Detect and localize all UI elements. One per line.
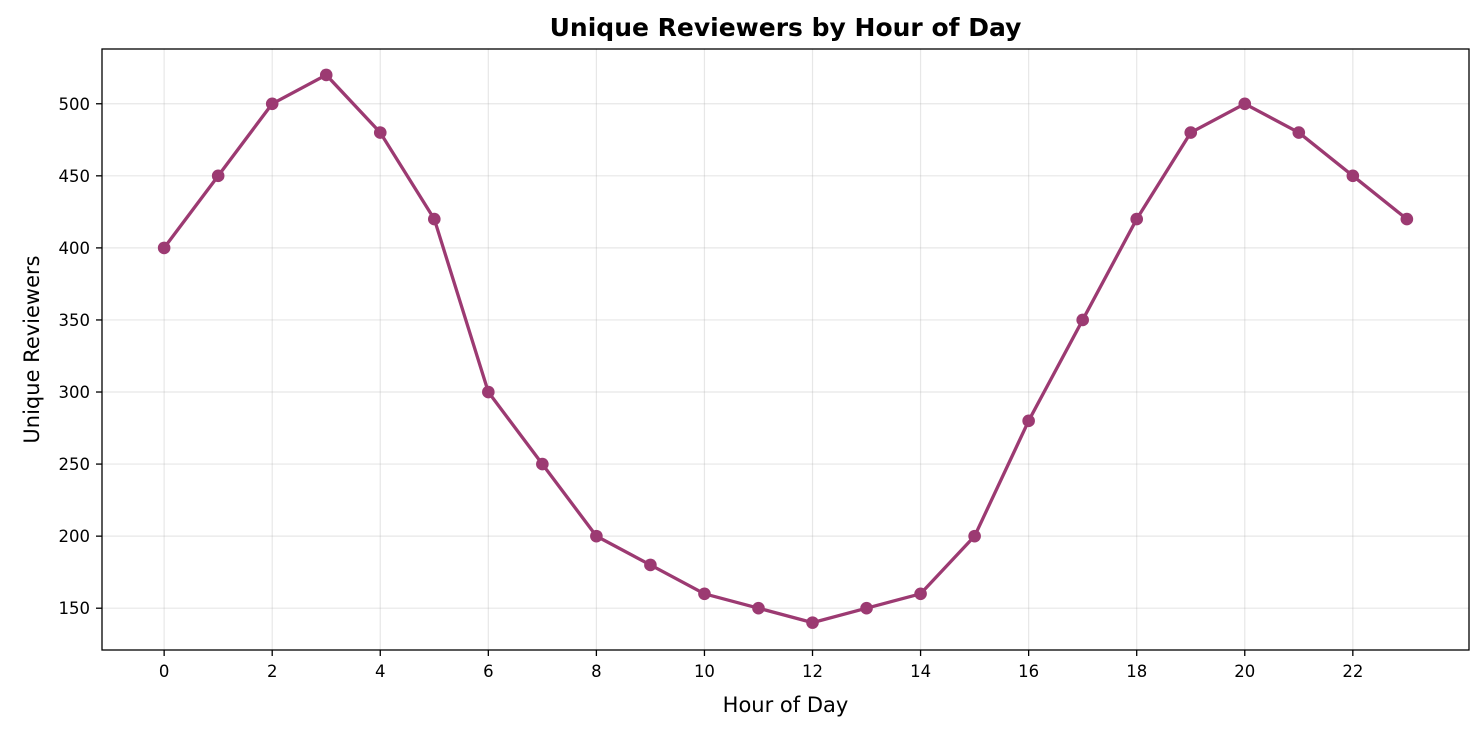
x-axis-label: Hour of Day (723, 693, 849, 717)
data-point (860, 601, 873, 615)
data-point (427, 212, 441, 226)
x-tick-label: 10 (694, 662, 715, 681)
y-tick-label: 300 (59, 383, 91, 402)
y-tick-label: 250 (59, 455, 91, 474)
x-axis-ticks: 0 2 4 6 8 10 12 14 16 18 20 22 (159, 650, 1363, 681)
series-line (162, 73, 1409, 625)
data-point (536, 457, 549, 471)
data-point (265, 97, 279, 111)
x-tick-label: 12 (802, 662, 823, 681)
y-axis-label: Unique Reviewers (20, 255, 44, 443)
data-point (319, 68, 333, 82)
data-point (590, 529, 603, 543)
data-point (1076, 313, 1089, 327)
plot-frame (101, 48, 1470, 651)
x-tick-label: 16 (1018, 662, 1039, 681)
data-point (373, 126, 387, 139)
grid-lines (102, 49, 1469, 650)
x-tick-label: 18 (1126, 662, 1147, 681)
x-tick-label: 22 (1342, 662, 1363, 681)
x-tick-label: 6 (483, 662, 494, 681)
x-tick-label: 14 (910, 662, 931, 681)
data-point (1130, 212, 1144, 226)
data-point (968, 529, 981, 543)
x-tick-label: 4 (375, 662, 386, 681)
y-tick-label: 450 (59, 167, 91, 186)
data-point (1400, 212, 1414, 226)
data-point (1184, 126, 1198, 139)
y-tick-label: 350 (59, 311, 91, 330)
data-point (1022, 414, 1035, 428)
series-layer (157, 68, 1414, 629)
data-point (644, 558, 657, 572)
y-axis-ticks: 150 200 250 300 350 400 450 500 (59, 95, 102, 618)
data-point (1238, 97, 1252, 111)
data-point (482, 385, 495, 399)
data-point (1292, 126, 1306, 139)
y-tick-label: 400 (59, 239, 91, 258)
data-point (752, 601, 765, 615)
data-point (698, 587, 711, 601)
x-tick-label: 0 (159, 662, 170, 681)
x-tick-label: 2 (267, 662, 278, 681)
data-point (806, 616, 819, 629)
x-tick-label: 20 (1234, 662, 1255, 681)
data-point (1346, 169, 1360, 183)
x-tick-label: 8 (591, 662, 602, 681)
data-point (211, 169, 225, 183)
y-tick-label: 200 (59, 527, 91, 546)
y-tick-label: 150 (59, 599, 91, 618)
chart-title: Unique Reviewers by Hour of Day (550, 13, 1022, 42)
data-point (157, 241, 171, 255)
data-point (914, 587, 927, 601)
y-tick-label: 500 (59, 95, 91, 114)
